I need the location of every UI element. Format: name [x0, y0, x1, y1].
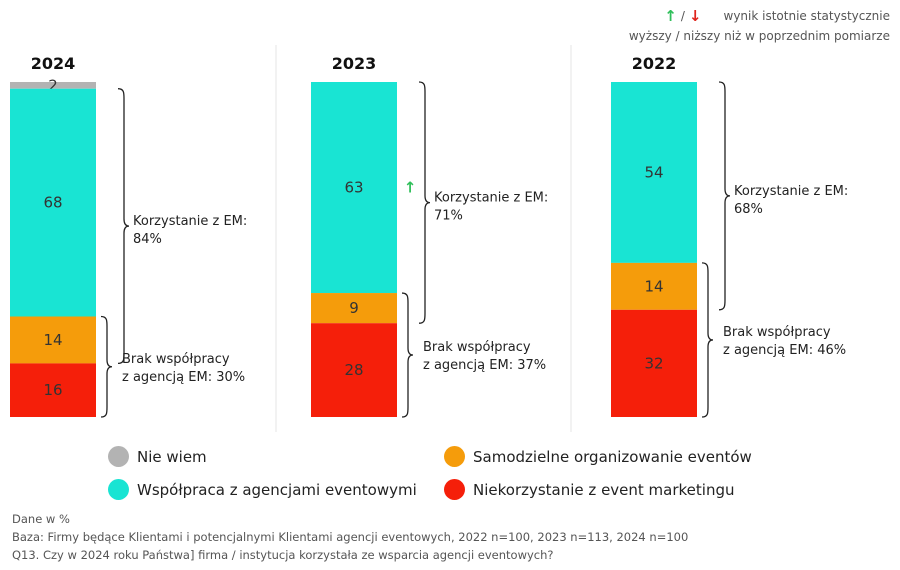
bar-segment-2024-0 [10, 82, 96, 89]
footer-unit: Dane w % [12, 512, 70, 526]
nonusers-annotation-line1-2024: Brak współpracy [122, 352, 230, 367]
brace-nonusers-2024 [100, 315, 113, 418]
arrow-down-icon: ↓ [688, 7, 702, 25]
arrow-up-icon: ↑ [664, 7, 677, 25]
year-label-2022: 2022 [632, 54, 677, 73]
legend-item-samodzielne: Samodzielne organizowanie eventów [444, 446, 752, 467]
bar-value-label-2023-1: 63 [344, 179, 363, 197]
bar-segment-2022-1 [611, 82, 697, 263]
bar-segment-2024-2 [10, 316, 96, 364]
significance-line1: wynik istotnie statystycznie [723, 9, 891, 23]
users-annotation-line2-2022: 68% [734, 202, 763, 217]
legend-label: Samodzielne organizowanie eventów [473, 447, 752, 466]
significance-note: ↑ / ↓ wynik istotnie statystycznie wyższ… [629, 6, 890, 46]
brace-nonusers-2022 [701, 262, 714, 418]
users-annotation-line2-2024: 84% [133, 232, 162, 247]
nonusers-annotation-line2-2022: z agencją EM: 46% [723, 343, 846, 358]
legend-label: Współpraca z agencjami eventowymi [137, 480, 417, 499]
users-annotation-line1-2023: Korzystanie z EM: [434, 191, 548, 206]
bar-segment-2023-3 [311, 323, 397, 417]
significance-up-icon-2023: ↑ [404, 179, 417, 197]
bar-value-label-2024-1: 68 [43, 194, 62, 212]
brace-users-2024 [117, 88, 130, 365]
legend-dot-cyan [108, 479, 129, 500]
year-label-2024: 2024 [31, 54, 76, 73]
bar-value-label-2024-0: 2 [48, 76, 58, 94]
bar-value-label-2022-1: 54 [644, 163, 663, 181]
legend-dot-gray [108, 446, 129, 467]
brace-users-2023 [418, 81, 431, 324]
nonusers-annotation-line1-2023: Brak współpracy [423, 340, 531, 355]
legend-item-nie-wiem: Nie wiem [108, 446, 207, 467]
legend-item-wspolpraca: Współpraca z agencjami eventowymi [108, 479, 417, 500]
bar-value-label-2024-2: 14 [43, 331, 62, 349]
bar-value-label-2022-3: 32 [644, 354, 663, 372]
legend-label: Niekorzystanie z event marketingu [473, 480, 735, 499]
bar-segment-2023-2 [311, 293, 397, 324]
nonusers-annotation-line1-2022: Brak współpracy [723, 325, 831, 340]
brace-users-2022 [718, 81, 731, 311]
significance-slash: / [680, 9, 685, 23]
bar-value-label-2023-2: 9 [349, 299, 359, 317]
users-annotation-line1-2022: Korzystanie z EM: [734, 184, 848, 199]
legend-label: Nie wiem [137, 447, 207, 466]
bar-value-label-2023-3: 28 [344, 361, 363, 379]
legend-dot-orange [444, 446, 465, 467]
bar-segment-2024-1 [10, 88, 96, 317]
bar-segment-2024-3 [10, 363, 96, 417]
nonusers-annotation-line2-2024: z agencją EM: 30% [122, 370, 245, 385]
bar-segment-2023-1 [311, 82, 397, 294]
bar-segment-2022-3 [611, 309, 697, 417]
brace-nonusers-2023 [401, 292, 414, 418]
bar-value-label-2022-2: 14 [644, 277, 663, 295]
users-annotation-line1-2024: Korzystanie z EM: [133, 214, 247, 229]
nonusers-annotation-line2-2023: z agencją EM: 37% [423, 358, 546, 373]
bar-segment-2022-2 [611, 262, 697, 310]
footer-question: Q13. Czy w 2024 roku Państwa] firma / in… [12, 548, 554, 562]
users-annotation-line2-2023: 71% [434, 209, 463, 224]
stacked-bar-chart: 2024 2 68 14 16 Korzystanie z EM: 84% Brak wspó… [10, 45, 848, 432]
significance-line2: wyższy / niższy niż w poprzednim pomiarz… [628, 29, 890, 43]
year-label-2023: 2023 [332, 54, 377, 73]
footer-base: Baza: Firmy będące Klientami i potencjal… [12, 530, 689, 544]
legend-dot-red [444, 479, 465, 500]
legend-item-niekorzystanie: Niekorzystanie z event marketingu [444, 479, 735, 500]
bar-value-label-2024-3: 16 [43, 381, 62, 399]
